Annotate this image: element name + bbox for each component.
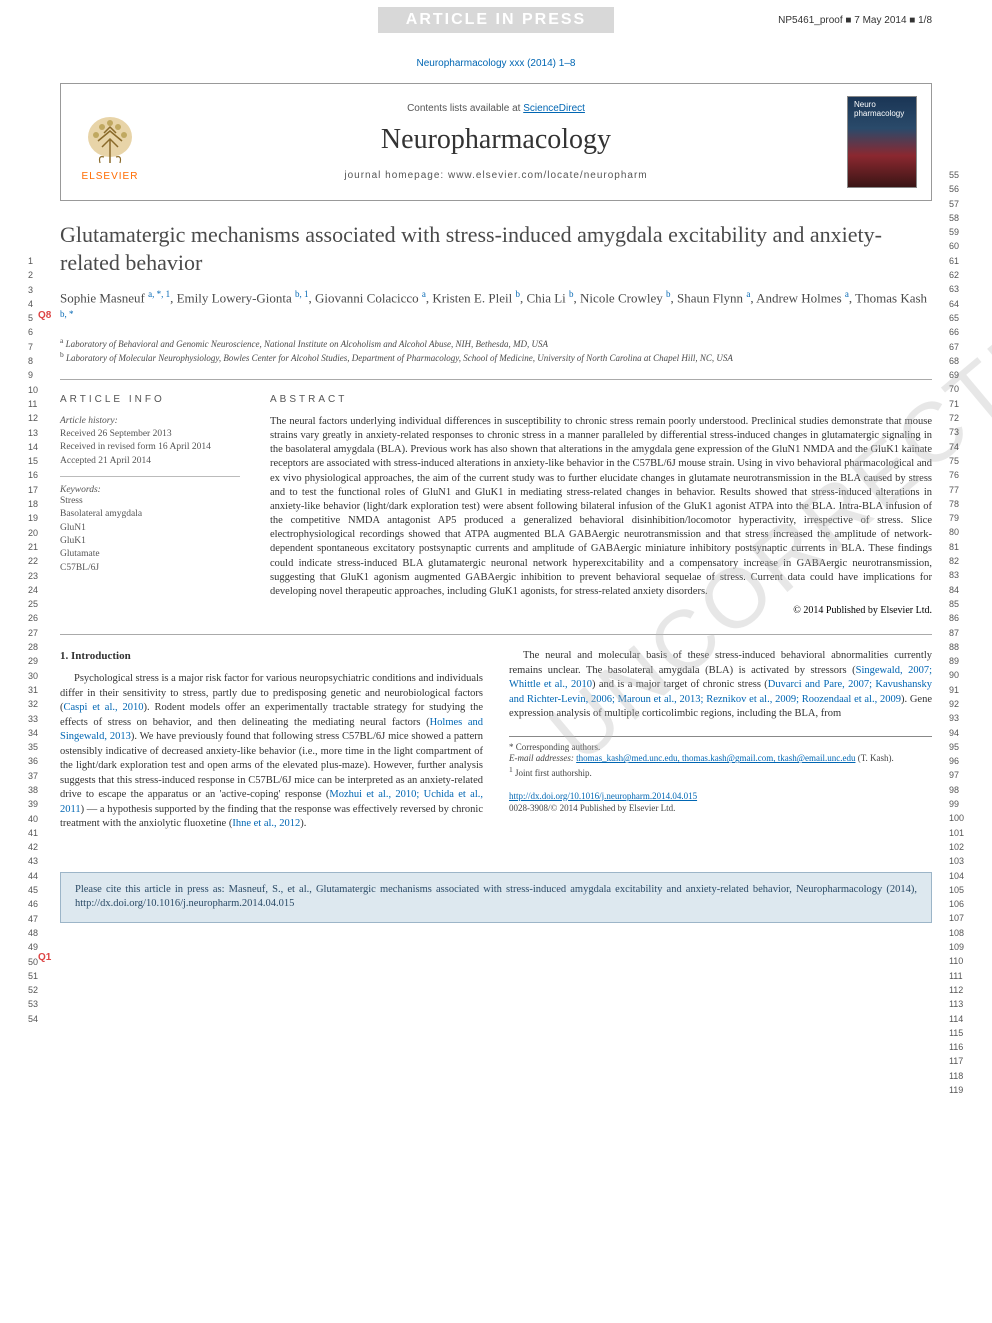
article-history: Article history: Received 26 September 2… [60, 415, 240, 477]
citation[interactable]: Ihne et al., 2012 [232, 818, 300, 829]
abstract-text: The neural factors underlying individual… [270, 415, 932, 599]
article-info-label: ARTICLE INFO [60, 394, 240, 405]
please-cite-box: Please cite this article in press as: Ma… [60, 872, 932, 923]
section-heading-intro: 1. Introduction [60, 649, 483, 664]
journal-reference: Neuropharmacology xxx (2014) 1–8 [60, 58, 932, 69]
keywords-list: StressBasolateral amygdalaGluN1GluK1Glut… [60, 495, 240, 575]
sciencedirect-link[interactable]: ScienceDirect [523, 103, 585, 114]
keywords-head: Keywords: [60, 485, 240, 495]
intro-para-1: Psychological stress is a major risk fac… [60, 672, 483, 831]
journal-cover-thumbnail [847, 96, 917, 188]
rule [60, 634, 932, 635]
abstract-column: ABSTRACT The neural factors underlying i… [270, 394, 932, 616]
query-marker-q8: Q8 [38, 310, 51, 321]
homepage-line: journal homepage: www.elsevier.com/locat… [159, 170, 833, 181]
article-info-column: ARTICLE INFO Article history: Received 2… [60, 394, 240, 616]
abstract-label: ABSTRACT [270, 394, 932, 405]
body-columns: 1. Introduction Psychological stress is … [60, 649, 932, 832]
article-in-press-label: ARTICLE IN PRESS [378, 7, 614, 33]
query-marker-q1: Q1 [38, 952, 51, 963]
citation[interactable]: Caspi et al., 2010 [64, 702, 144, 713]
contents-lists-line: Contents lists available at ScienceDirec… [159, 103, 833, 114]
intro-para-2: The neural and molecular basis of these … [509, 649, 932, 721]
issn-publisher: 0028-3908/© 2014 Published by Elsevier L… [509, 802, 932, 814]
corr-email-link[interactable]: thomas_kash@med.unc.edu, thomas.kash@gma… [576, 753, 855, 763]
proof-banner: ARTICLE IN PRESS NP5461_proof ■ 7 May 20… [0, 0, 992, 40]
proof-meta: NP5461_proof ■ 7 May 2014 ■ 1/8 [778, 15, 932, 26]
article-title: Glutamatergic mechanisms associated with… [60, 221, 932, 276]
header-center: Contents lists available at ScienceDirec… [159, 103, 833, 181]
copyright-line: © 2014 Published by Elsevier Ltd. [270, 605, 932, 616]
footnotes: * Corresponding authors. E-mail addresse… [509, 736, 932, 780]
affiliations: a Laboratory of Behavioral and Genomic N… [60, 336, 932, 365]
info-abstract-row: ARTICLE INFO Article history: Received 2… [60, 394, 932, 616]
elsevier-logo: ELSEVIER [75, 102, 145, 182]
elsevier-wordmark: ELSEVIER [82, 171, 139, 182]
author-list: Sophie Masneuf a, *, 1, Emily Lowery-Gio… [60, 288, 932, 328]
doi-link[interactable]: http://dx.doi.org/10.1016/j.neuropharm.2… [509, 790, 932, 802]
elsevier-tree-icon [82, 115, 138, 171]
homepage-url: www.elsevier.com/locate/neuropharm [448, 170, 648, 181]
journal-name: Neuropharmacology [159, 124, 833, 156]
line-numbers-right: 5556575859606162636465666768697071727374… [949, 168, 964, 1097]
rule [60, 379, 932, 380]
line-numbers-left: 1234567891011121314151617181920212223242… [28, 254, 38, 1026]
journal-header-box: ELSEVIER Contents lists available at Sci… [60, 83, 932, 201]
